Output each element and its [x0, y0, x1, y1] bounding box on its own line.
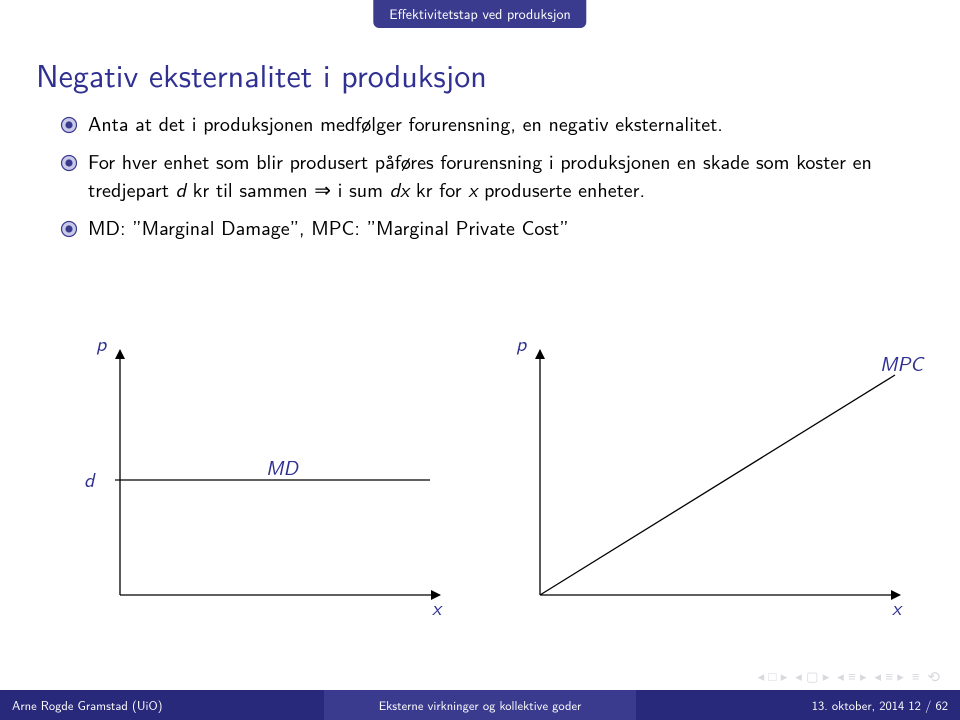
axis-label-d: d — [84, 465, 94, 494]
nav-controls: ◂ □ ▸ ◂ ▢ ▸ ◂ ≡ ▸ ◂ ≡ ▸ ≡ ⟲ — [758, 665, 940, 687]
chart-mpc-svg — [510, 335, 910, 615]
footer-author: Arne Rogde Gramstad (UiO) — [0, 690, 324, 720]
line-label-md: MD — [266, 453, 298, 482]
nav-menu-icon[interactable]: ≡ — [912, 667, 920, 686]
bullet-icon — [60, 116, 78, 134]
axis-label-x: x — [892, 593, 901, 622]
nav-fwd-icon[interactable]: ◂ ≡ ▸ — [875, 667, 904, 686]
bullet-text: For hver enhet som blir produsert påføre… — [88, 148, 910, 204]
axis-label-p: p — [96, 329, 106, 358]
bullet-text: MD: ”Marginal Damage”, MPC: ”Marginal Pr… — [88, 214, 910, 242]
footer-title: Eksterne virkninger og kollektive goder — [324, 690, 636, 720]
footer-bar: Arne Rogde Gramstad (UiO) Eksterne virkn… — [0, 690, 960, 720]
charts-row: p d x MD p x MPC — [70, 335, 910, 625]
line-label-mpc: MPC — [880, 349, 923, 378]
nav-back-icon[interactable]: ◂ ≡ ▸ — [837, 667, 866, 686]
list-item: MD: ”Marginal Damage”, MPC: ”Marginal Pr… — [60, 214, 910, 242]
axis-label-x: x — [432, 593, 441, 622]
chart-mpc: p x MPC — [510, 335, 910, 625]
bullet-text: Anta at det i produksjonen medfølger for… — [88, 110, 910, 138]
bullet-icon — [60, 154, 78, 172]
nav-prev-icon[interactable]: ◂ ▢ ▸ — [795, 667, 829, 686]
chart-md-svg — [70, 335, 450, 615]
nav-loop-icon[interactable]: ⟲ — [927, 665, 940, 687]
bullet-icon — [60, 220, 78, 238]
slide-title: Negativ eksternalitet i produksjon — [36, 50, 487, 97]
section-tab: Effektivitetstap ved produksjon — [373, 0, 586, 28]
footer-page: 13. oktober, 2014 12 / 62 — [636, 690, 960, 720]
nav-first-icon[interactable]: ◂ □ ▸ — [758, 667, 788, 686]
list-item: Anta at det i produksjonen medfølger for… — [60, 110, 910, 138]
bullet-list: Anta at det i produksjonen medfølger for… — [60, 110, 910, 252]
chart-md: p d x MD — [70, 335, 470, 625]
list-item: For hver enhet som blir produsert påføre… — [60, 148, 910, 204]
axis-label-p: p — [516, 329, 526, 358]
